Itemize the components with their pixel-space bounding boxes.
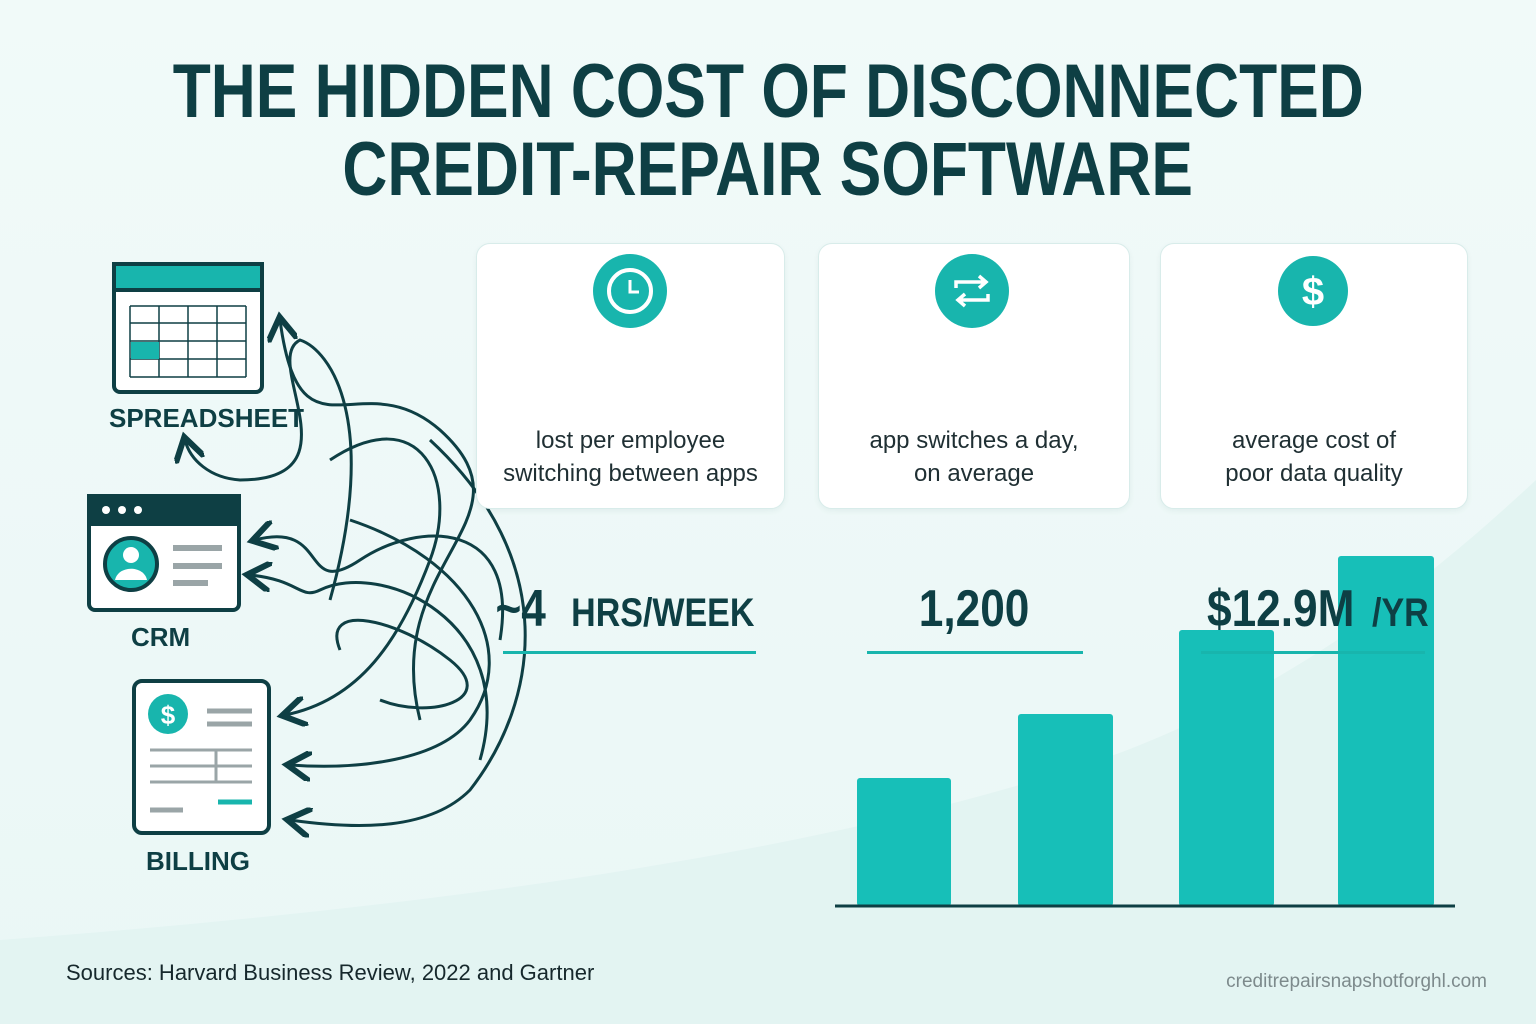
stat-description: app switches a day, xyxy=(869,427,1079,454)
stat-description: switching between apps xyxy=(503,460,758,487)
value-text: ~4 xyxy=(495,580,546,638)
value-text: $12.9M xyxy=(1206,580,1355,638)
title-line: THE HIDDEN COST OF DISCONNECTED xyxy=(0,48,1536,135)
unit-text: /YR xyxy=(1372,591,1430,635)
app-label: SPREADSHEET xyxy=(109,403,305,433)
tangled-arrows xyxy=(185,320,527,826)
stat-card: $ $12.9M/YR average cost of poor data qu… xyxy=(1160,243,1468,654)
app-label: BILLING xyxy=(146,846,250,876)
divider xyxy=(503,651,756,654)
stat-card: ~4 HRS/WEEK lost per employee switching … xyxy=(476,243,785,654)
divider xyxy=(1201,651,1425,654)
app-label: CRM xyxy=(131,622,191,652)
website: creditrepairsnapshotforghl.com xyxy=(1226,971,1487,992)
title-text: CREDIT-REPAIR SOFTWARE xyxy=(342,127,1194,212)
wave xyxy=(0,480,1536,1024)
stat-value: $12.9M/YR xyxy=(1161,579,1467,639)
stat-card: 1,200 app switches a day, on average xyxy=(818,243,1130,654)
stat-value: 1,200 xyxy=(819,579,1129,639)
spreadsheet-icon xyxy=(112,262,264,394)
stat-value: ~4 HRS/WEEK xyxy=(477,579,784,639)
svg-text:$: $ xyxy=(1302,270,1324,314)
title-line: CREDIT-REPAIR SOFTWARE xyxy=(0,126,1536,213)
divider xyxy=(867,651,1083,654)
stat-description: on average xyxy=(913,460,1035,487)
decorative-bars xyxy=(857,556,1434,906)
sources: Sources: Harvard Business Review, 2022 a… xyxy=(66,960,595,985)
stat-description: lost per employee xyxy=(535,427,726,454)
title-text: THE HIDDEN COST OF DISCONNECTED xyxy=(172,49,1364,134)
stat-description: poor data quality xyxy=(1225,460,1403,487)
switch-icon xyxy=(935,254,1009,328)
dollar-icon: $ xyxy=(1278,256,1348,326)
unit-text: HRS/WEEK xyxy=(570,591,754,635)
svg-text:$: $ xyxy=(161,700,176,730)
value-text: 1,200 xyxy=(918,580,1030,638)
billing-icon: $ xyxy=(132,679,271,835)
crm-icon xyxy=(87,494,241,612)
stat-description: average cost of xyxy=(1231,427,1397,454)
clock-icon xyxy=(593,254,667,328)
